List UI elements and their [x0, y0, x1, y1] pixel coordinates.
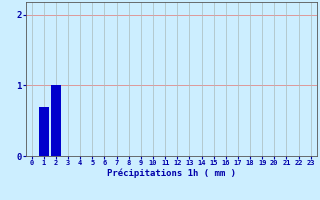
Bar [39, 107, 49, 156]
X-axis label: Précipitations 1h ( mm ): Précipitations 1h ( mm ) [107, 169, 236, 178]
Bar [51, 85, 61, 156]
